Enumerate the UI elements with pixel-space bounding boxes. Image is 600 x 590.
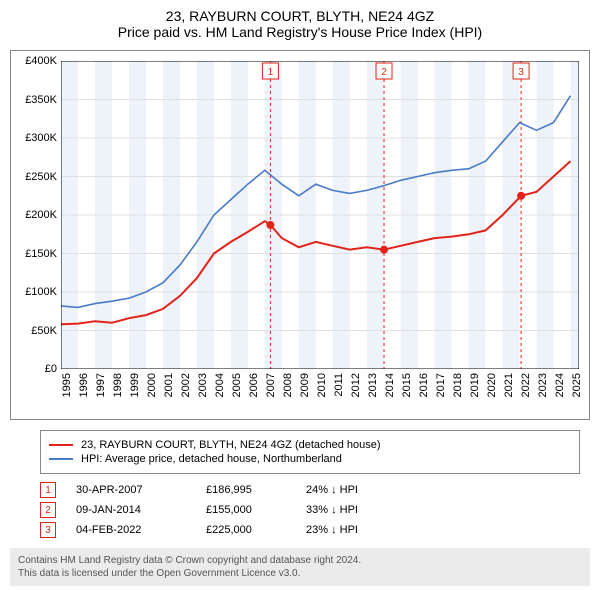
sale-date: 30-APR-2007 xyxy=(76,484,186,496)
chart-frame: £0 £50K £100K £150K £200K £250K £300K £350K £400… xyxy=(10,50,590,420)
x-tick-label: 1995 xyxy=(61,373,73,397)
x-tick-label: 2011 xyxy=(333,373,345,397)
title-line2: Price paid vs. HM Land Registry's House … xyxy=(0,24,600,40)
sale-row: 3 04-FEB-2022 £225,000 23% ↓ HPI xyxy=(40,522,580,538)
plot-area: 1 2 3 xyxy=(61,61,579,369)
x-tick-label: 2006 xyxy=(248,373,260,397)
sale-marker: 3 xyxy=(40,522,56,538)
x-tick-label: 2001 xyxy=(163,373,175,397)
sale-row: 1 30-APR-2007 £186,995 24% ↓ HPI xyxy=(40,482,580,498)
x-tick-label: 2000 xyxy=(146,373,158,397)
x-tick-label: 2019 xyxy=(469,373,481,397)
x-tick-label: 2015 xyxy=(401,373,413,397)
footer-line1: Contains HM Land Registry data © Crown c… xyxy=(18,554,582,567)
x-tick-label: 2016 xyxy=(418,373,430,397)
x-tick-label: 2018 xyxy=(452,373,464,397)
title-line1: 23, RAYBURN COURT, BLYTH, NE24 4GZ xyxy=(0,8,600,24)
x-tick-label: 2012 xyxy=(350,373,362,397)
sales-table: 1 30-APR-2007 £186,995 24% ↓ HPI 2 09-JA… xyxy=(40,478,580,542)
sale-diff: 23% ↓ HPI xyxy=(306,524,386,536)
chart-svg: 1 2 3 xyxy=(61,61,579,369)
y-tick-label: £250K xyxy=(25,171,57,183)
x-tick-label: 2021 xyxy=(503,373,515,397)
x-tick-label: 2020 xyxy=(486,373,498,397)
y-tick-label: £400K xyxy=(25,55,57,67)
sale-price: £225,000 xyxy=(206,524,286,536)
legend: 23, RAYBURN COURT, BLYTH, NE24 4GZ (deta… xyxy=(40,430,580,474)
sale-date: 09-JAN-2014 xyxy=(76,504,186,516)
legend-swatch xyxy=(49,444,73,446)
sale-diff: 33% ↓ HPI xyxy=(306,504,386,516)
y-tick-label: £150K xyxy=(25,248,57,260)
x-tick-label: 2022 xyxy=(520,373,532,397)
sale-marker: 2 xyxy=(40,502,56,518)
sale-diff: 24% ↓ HPI xyxy=(306,484,386,496)
x-tick-label: 2003 xyxy=(197,373,209,397)
x-tick-label: 2007 xyxy=(265,373,277,397)
y-tick-label: £0 xyxy=(45,363,57,375)
chart-container: 23, RAYBURN COURT, BLYTH, NE24 4GZ Price… xyxy=(0,0,600,590)
sale-date: 04-FEB-2022 xyxy=(76,524,186,536)
x-tick-label: 2017 xyxy=(435,373,447,397)
footer-note: Contains HM Land Registry data © Crown c… xyxy=(10,548,590,586)
x-tick-label: 1999 xyxy=(129,373,141,397)
y-tick-label: £200K xyxy=(25,209,57,221)
y-tick-label: £350K xyxy=(25,94,57,106)
y-tick-label: £50K xyxy=(31,325,57,337)
legend-item: 23, RAYBURN COURT, BLYTH, NE24 4GZ (deta… xyxy=(49,439,571,451)
x-tick-label: 2009 xyxy=(299,373,311,397)
y-axis: £0£50K£100K£150K£200K£250K£300K£350K£400… xyxy=(11,61,61,369)
y-tick-label: £300K xyxy=(25,132,57,144)
sale-row: 2 09-JAN-2014 £155,000 33% ↓ HPI xyxy=(40,502,580,518)
x-tick-label: 2025 xyxy=(571,373,583,397)
x-tick-label: 2013 xyxy=(367,373,379,397)
legend-swatch xyxy=(49,458,73,460)
sale-price: £186,995 xyxy=(206,484,286,496)
x-tick-label: 2014 xyxy=(384,373,396,397)
svg-text:3: 3 xyxy=(518,67,524,78)
svg-text:2: 2 xyxy=(381,67,387,78)
x-tick-label: 2004 xyxy=(214,373,226,397)
y-tick-label: £100K xyxy=(25,286,57,298)
x-axis: 1995 1996 1997 1998 1999 2000 2001 2002 2003 2004… xyxy=(61,369,579,419)
footer-line2: This data is licensed under the Open Gov… xyxy=(18,567,582,580)
x-tick-label: 1997 xyxy=(95,373,107,397)
x-tick-label: 2008 xyxy=(282,373,294,397)
svg-text:1: 1 xyxy=(268,67,274,78)
x-tick-label: 2023 xyxy=(537,373,549,397)
x-tick-label: 2005 xyxy=(231,373,243,397)
sale-price: £155,000 xyxy=(206,504,286,516)
x-tick-label: 1998 xyxy=(112,373,124,397)
legend-label: 23, RAYBURN COURT, BLYTH, NE24 4GZ (deta… xyxy=(81,439,381,451)
legend-label: HPI: Average price, detached house, Nort… xyxy=(81,453,342,465)
legend-item: HPI: Average price, detached house, Nort… xyxy=(49,453,571,465)
x-tick-label: 2002 xyxy=(180,373,192,397)
x-tick-label: 2010 xyxy=(316,373,328,397)
x-tick-label: 1996 xyxy=(78,373,90,397)
sale-marker: 1 xyxy=(40,482,56,498)
title-block: 23, RAYBURN COURT, BLYTH, NE24 4GZ Price… xyxy=(0,0,600,44)
x-tick-label: 2024 xyxy=(554,373,566,397)
